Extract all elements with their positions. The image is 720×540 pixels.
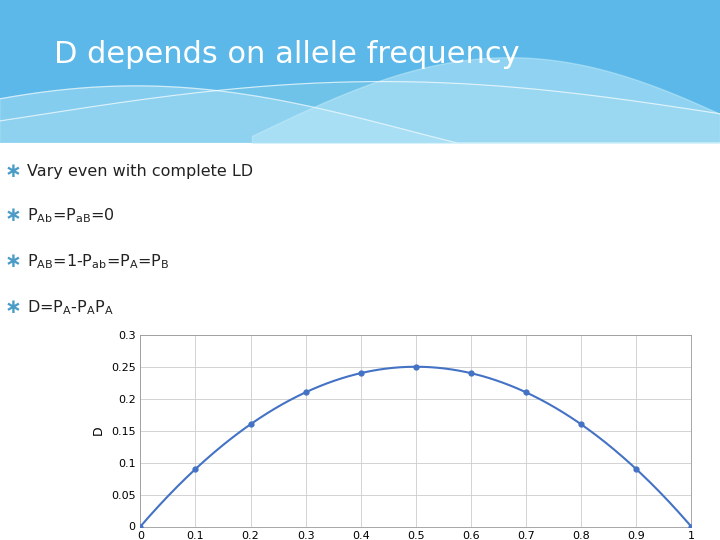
- Text: Vary even with complete LD: Vary even with complete LD: [27, 164, 253, 179]
- Text: P$_{\mathsf{AB}}$=1-P$_{\mathsf{ab}}$=P$_{\mathsf{A}}$=P$_{\mathsf{B}}$: P$_{\mathsf{AB}}$=1-P$_{\mathsf{ab}}$=P$…: [27, 253, 170, 271]
- Text: D=P$_{\mathsf{A}}$-P$_{\mathsf{A}}$P$_{\mathsf{A}}$: D=P$_{\mathsf{A}}$-P$_{\mathsf{A}}$P$_{\…: [27, 299, 114, 318]
- Text: ∗: ∗: [4, 299, 22, 318]
- Text: ∗: ∗: [4, 206, 22, 225]
- Text: ∗: ∗: [4, 253, 22, 272]
- Text: P$_{\mathsf{Ab}}$=P$_{\mathsf{aB}}$=0: P$_{\mathsf{Ab}}$=P$_{\mathsf{aB}}$=0: [27, 207, 115, 225]
- Text: ∗: ∗: [4, 163, 22, 181]
- Y-axis label: D: D: [92, 426, 105, 435]
- Text: D depends on allele frequency: D depends on allele frequency: [54, 40, 520, 69]
